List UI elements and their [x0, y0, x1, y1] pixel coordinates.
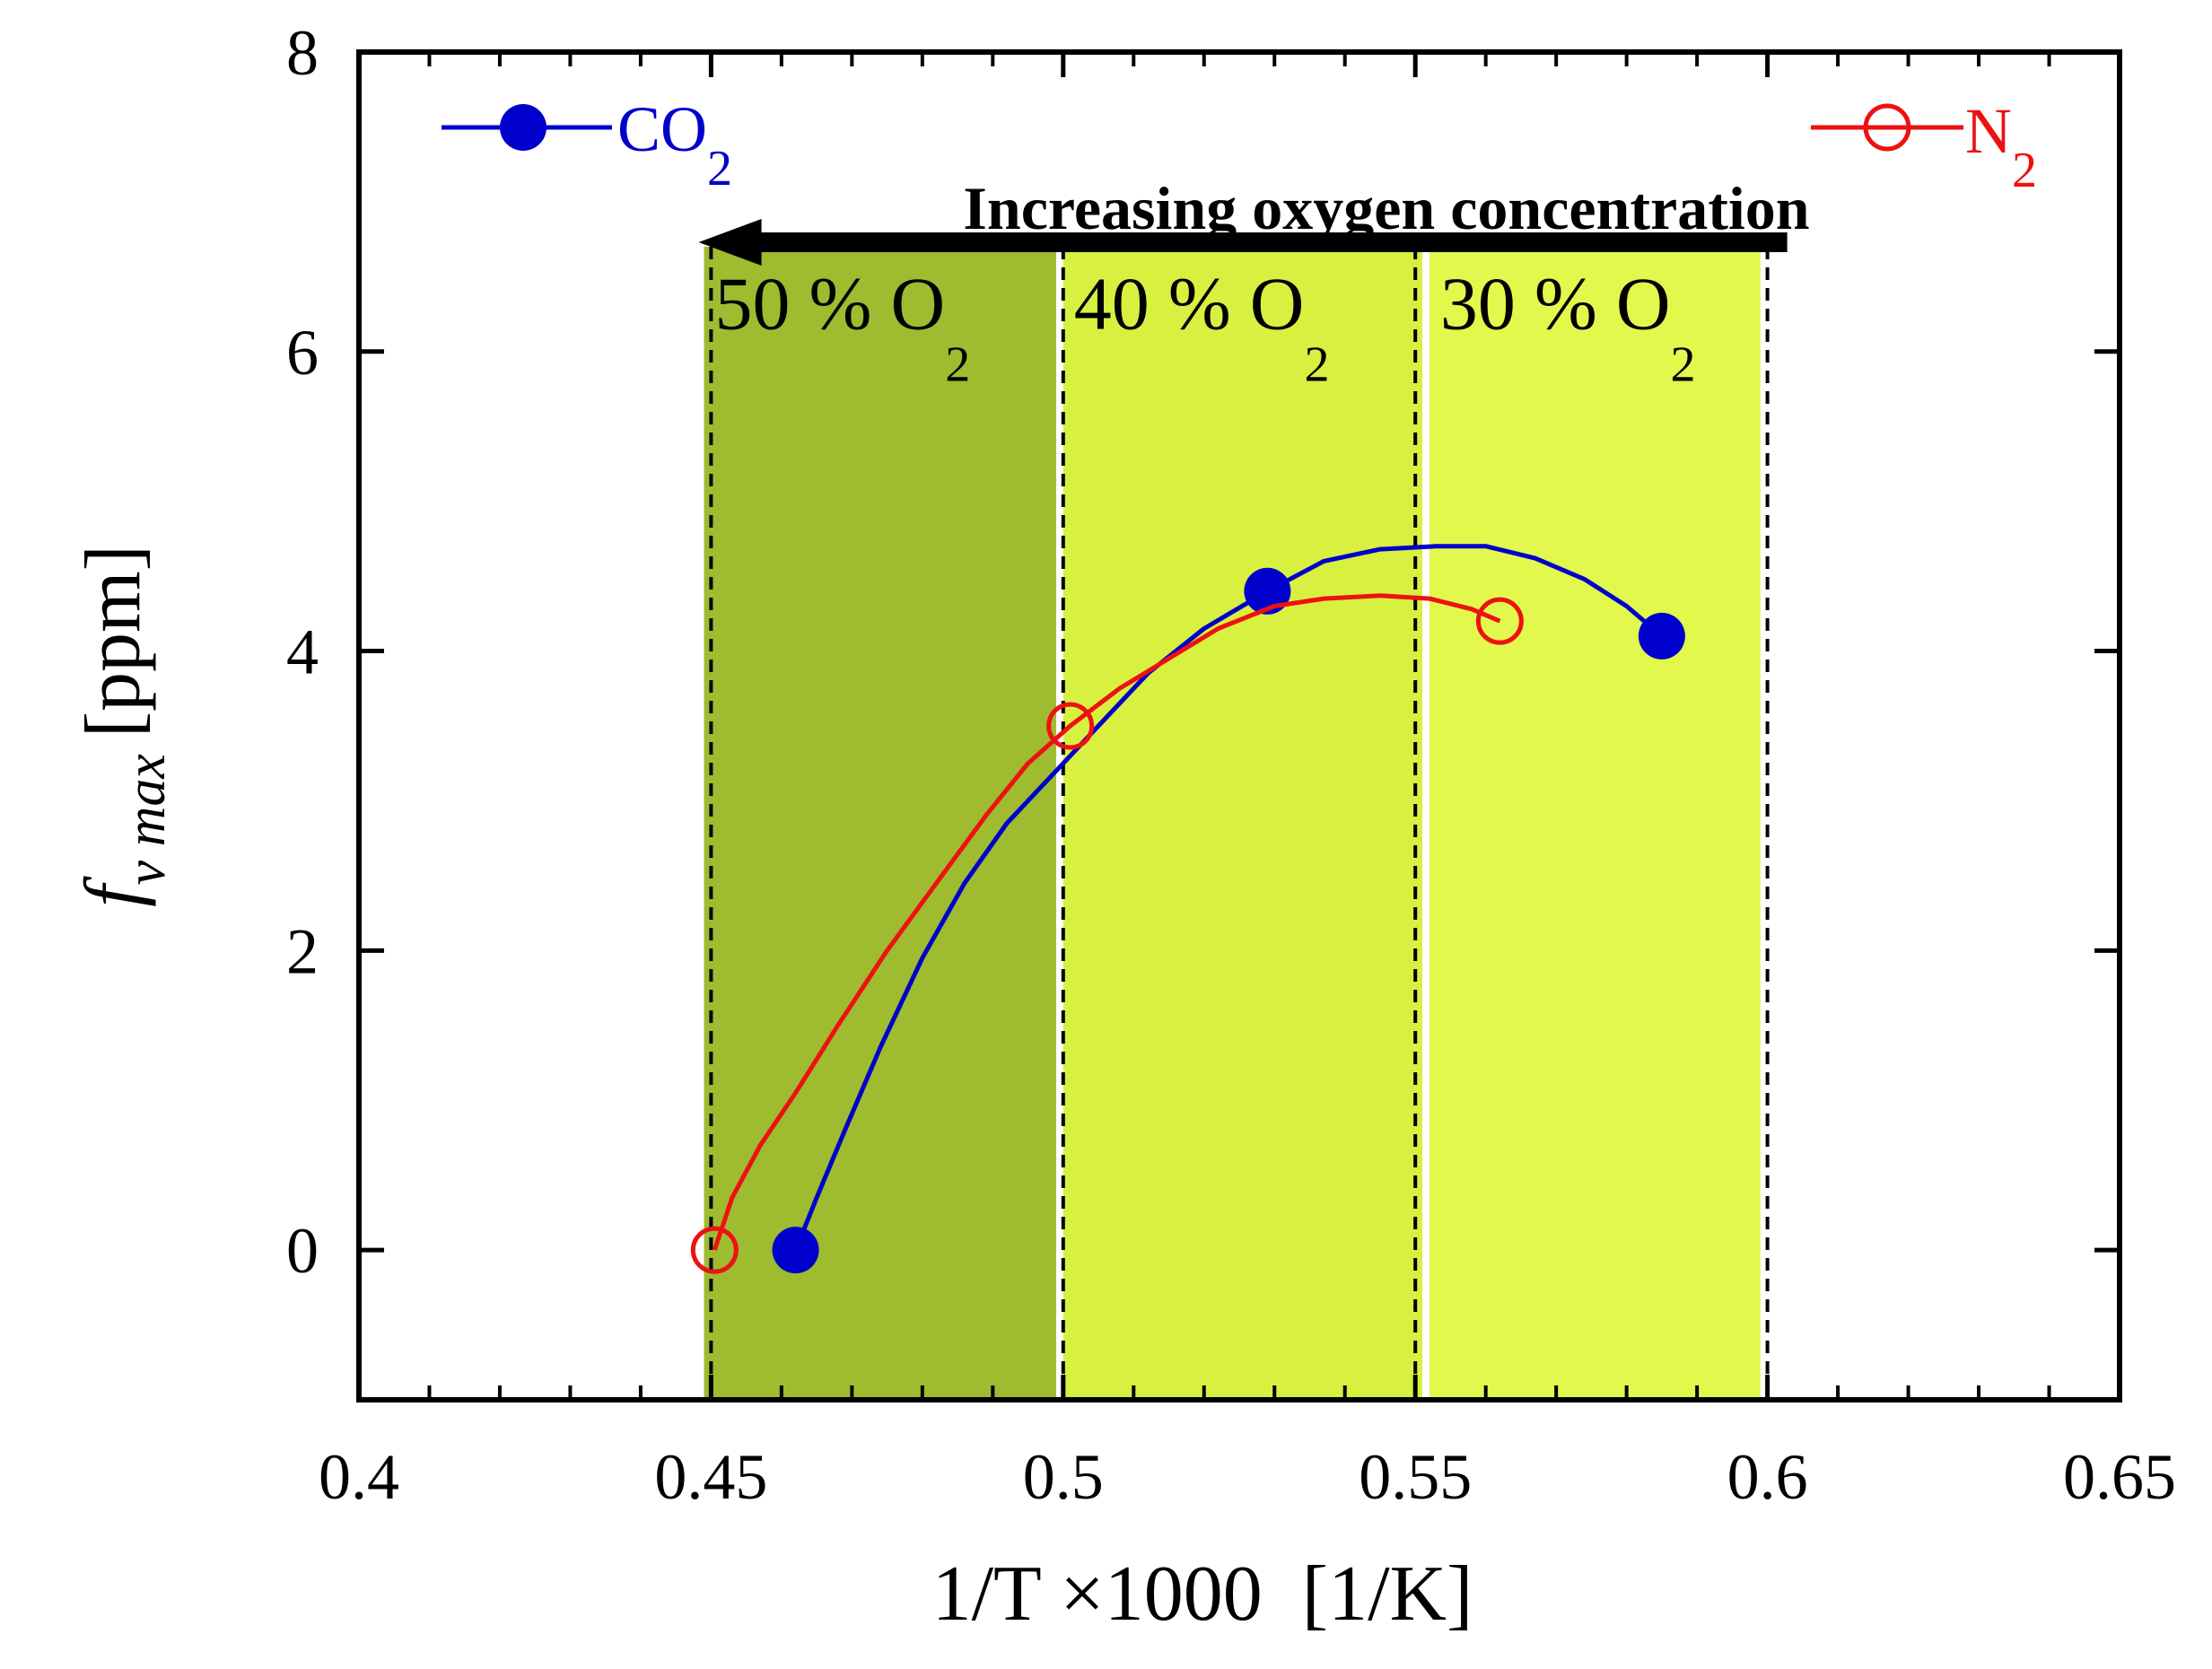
y-tick-label-1: 2 [286, 915, 319, 987]
annotation: Increasing oxygen concentration [698, 174, 1810, 266]
plot-frame [356, 49, 2122, 1402]
y-tick-label-2: 4 [286, 616, 319, 688]
annotation-text: Increasing oxygen concentration [963, 174, 1809, 242]
legend-n2-marker [1863, 103, 1911, 152]
y-axis-unit: [ppm] [70, 545, 157, 738]
band-label-0: 50 % O2 [715, 263, 971, 393]
series-0-point-2 [1638, 612, 1685, 660]
annotation-arrowhead [698, 218, 762, 266]
series-0-point-1 [1244, 567, 1291, 615]
x-axis-title: 1/T ×1000 [1/K] [932, 1551, 1473, 1638]
x-tick-label-5: 0.65 [2063, 1441, 2176, 1513]
dashed-guide-lines [709, 246, 1770, 1400]
band-label-sub-0: 2 [945, 337, 970, 393]
data-series [690, 544, 1685, 1274]
legend-co2-sub: 2 [707, 141, 732, 197]
x-tick-label-3: 0.55 [1359, 1441, 1472, 1513]
series-0-point-0 [772, 1227, 819, 1274]
legend-n2-label: N2 [1965, 95, 2037, 198]
legend-n2-name: N [1965, 95, 2012, 167]
band-label-text-2: 30 % O [1440, 263, 1671, 346]
axis-ticks: 0.4 0.45 0.5 0.55 0.6 0.65 0 2 4 6 8 [286, 17, 2176, 1513]
band-label-sub-1: 2 [1304, 337, 1329, 393]
band-label-1: 40 % O2 [1074, 263, 1330, 393]
band-0 [704, 246, 1056, 1400]
series-1-point-2 [1475, 597, 1524, 645]
series-1-point-0 [690, 1226, 739, 1274]
x-tick-label-0: 0.4 [319, 1441, 399, 1513]
band-label-2: 30 % O2 [1440, 263, 1696, 393]
y-tick-label-4: 8 [286, 17, 319, 89]
band-2 [1429, 246, 1761, 1400]
series-line-1 [712, 593, 1501, 1251]
band-label-text-0: 50 % O [715, 263, 946, 346]
svg-text:fv max[ppm]: fv max[ppm] [70, 545, 177, 907]
band-label-text-1: 40 % O [1074, 263, 1305, 346]
x-tick-label-2: 0.5 [1023, 1441, 1104, 1513]
legend-co2-marker [500, 104, 546, 151]
band-label-sub-2: 2 [1671, 337, 1696, 393]
y-axis-subscript: v max [116, 754, 177, 886]
y-axis-title: fv max[ppm] [70, 545, 177, 907]
legend-co2-name: CO [617, 93, 707, 165]
legend-co2-label: CO2 [617, 93, 732, 197]
legend-n2: N2 [1811, 95, 2037, 198]
legend-co2: CO2 [442, 93, 732, 197]
x-tick-label-4: 0.6 [1727, 1441, 1808, 1513]
y-tick-label-0: 0 [286, 1215, 319, 1287]
series-line-0 [793, 544, 1664, 1252]
legend-n2-sub: 2 [2012, 143, 2037, 198]
x-tick-label-1: 0.45 [654, 1441, 767, 1513]
band-1 [1062, 246, 1423, 1400]
y-tick-label-3: 6 [286, 317, 319, 389]
series-1-point-1 [1046, 702, 1095, 750]
